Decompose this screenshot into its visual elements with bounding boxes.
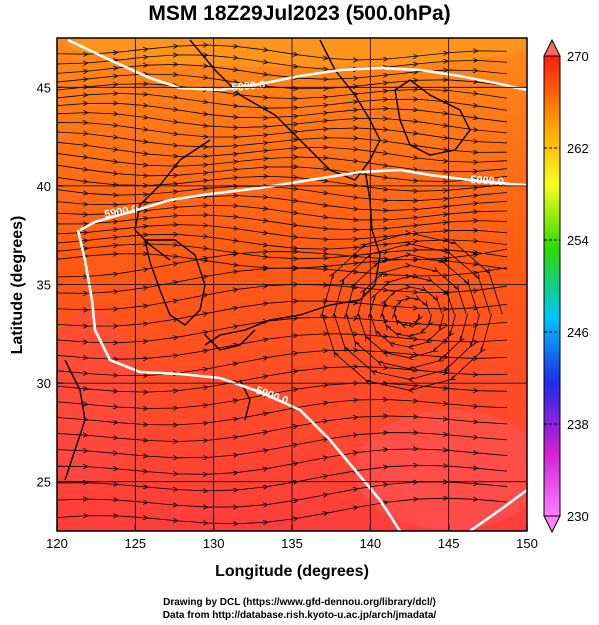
x-tick-label-140: 140 bbox=[359, 536, 381, 551]
y-tick-label-40: 40 bbox=[37, 179, 51, 194]
contour-label-north: 5900.0 bbox=[231, 79, 266, 94]
y-tick-label-25: 25 bbox=[37, 475, 51, 490]
contour-label-west: 5900.0 bbox=[103, 203, 138, 221]
x-tick-label-135: 135 bbox=[281, 536, 303, 551]
y-tick-label-45: 45 bbox=[37, 80, 51, 95]
gridlines bbox=[57, 38, 527, 531]
streamlines bbox=[57, 45, 508, 525]
map-title: MSM 18Z29Jul2023 (500.0hPa) bbox=[148, 2, 451, 25]
y-axis-ticks: 25 30 35 40 45 bbox=[37, 80, 63, 490]
cyclone-streamline bbox=[322, 233, 503, 390]
x-axis-ticks: 120 125 130 135 140 145 150 bbox=[46, 525, 538, 551]
colorbar-label-246: 246 bbox=[567, 325, 589, 340]
cool-patch-southwest bbox=[57, 310, 135, 490]
contour-label-east: 5900.0 bbox=[470, 174, 504, 188]
colorbar-label-262: 262 bbox=[567, 141, 589, 156]
y-tick-label-30: 30 bbox=[37, 376, 51, 391]
colorbar-gradient bbox=[543, 55, 561, 517]
warm-band-north bbox=[70, 38, 527, 67]
x-tick-label-145: 145 bbox=[438, 536, 460, 551]
colorbar-label-254: 254 bbox=[567, 233, 589, 248]
colorbar-label-270: 270 bbox=[567, 49, 589, 64]
colorbar-top-extension bbox=[543, 38, 561, 57]
colorbar-bottom-extension bbox=[543, 515, 561, 534]
x-axis-label: Longitude (degrees) bbox=[215, 563, 369, 580]
colorbar: 270 262 254 246 238 230 bbox=[543, 38, 589, 534]
y-axis-label: Latitude (degrees) bbox=[9, 216, 26, 355]
x-tick-label-150: 150 bbox=[516, 536, 538, 551]
coastlines bbox=[64, 39, 471, 481]
credits-line-drawing: Drawing by DCL (https://www.gfd-dennou.o… bbox=[163, 597, 436, 608]
streamline bbox=[57, 498, 508, 525]
credits-line-data: Data from http://database.rish.kyoto-u.a… bbox=[162, 610, 437, 621]
x-tick-label-125: 125 bbox=[124, 536, 146, 551]
colorbar-label-230: 230 bbox=[567, 509, 589, 524]
colorbar-label-238: 238 bbox=[567, 417, 589, 432]
credits: Drawing by DCL (https://www.gfd-dennou.o… bbox=[0, 596, 599, 622]
y-tick-label-35: 35 bbox=[37, 278, 51, 293]
x-tick-label-130: 130 bbox=[203, 536, 225, 551]
geopotential-contours bbox=[67, 38, 527, 531]
x-tick-label-120: 120 bbox=[46, 536, 68, 551]
cool-patch-southeast bbox=[355, 410, 527, 530]
